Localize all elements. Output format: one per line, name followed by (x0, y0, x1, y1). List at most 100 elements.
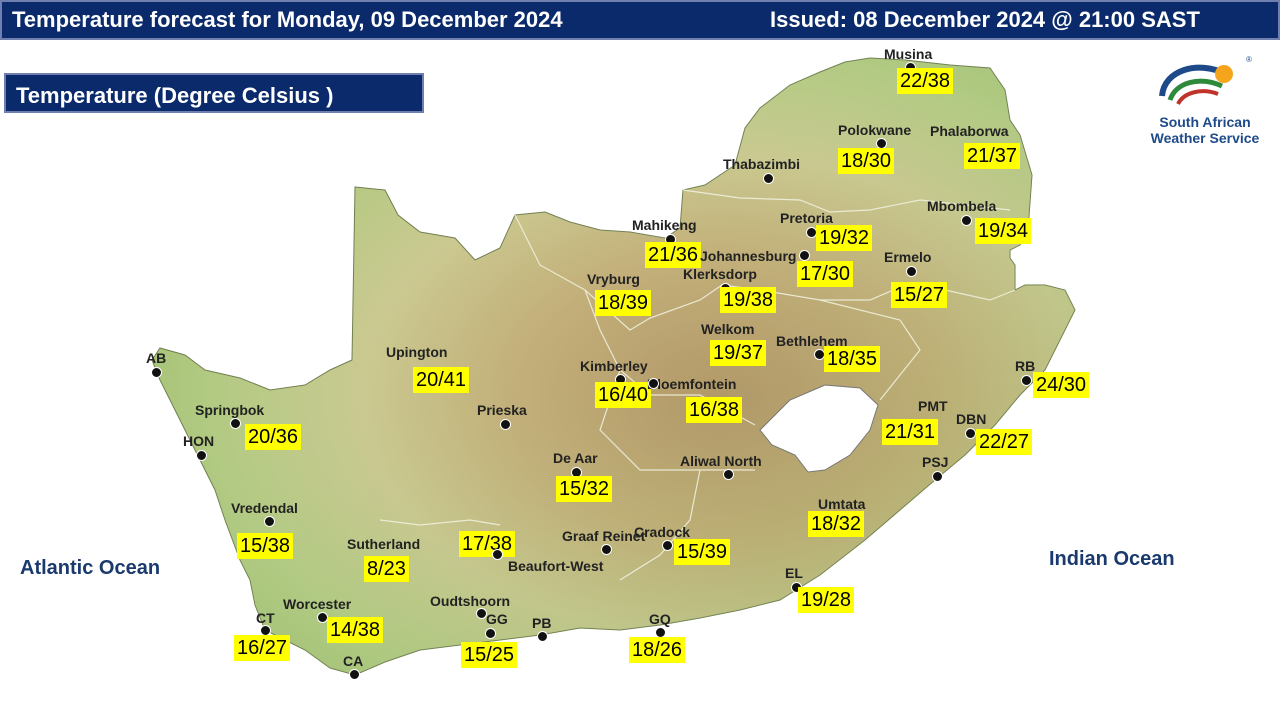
temp-label: 24/30 (1033, 372, 1090, 398)
city-name: Musina (884, 46, 933, 62)
saws-logo-icon: ® (1159, 55, 1252, 106)
city-name: AB (146, 350, 167, 366)
city-name: PB (532, 615, 552, 631)
city-name: Upington (386, 344, 448, 360)
city-dot-icon (492, 549, 503, 560)
svg-text:®: ® (1246, 55, 1252, 64)
city-name: Graaf Reinet (562, 528, 646, 544)
temp-label: 8/23 (364, 556, 409, 582)
temp-label: 15/32 (556, 476, 613, 502)
temp-label: 18/26 (629, 637, 686, 663)
city-name: Vryburg (587, 271, 640, 287)
city-name: PSJ (922, 454, 949, 470)
saws-logo: ® South African Weather Service (1140, 52, 1270, 148)
temp-label: 21/37 (964, 143, 1021, 169)
city-name: Aliwal North (680, 453, 762, 469)
city-name: Prieska (477, 402, 527, 418)
city-name: Umtata (818, 496, 866, 512)
temp-label: 18/30 (838, 148, 895, 174)
temp-label: 22/38 (897, 68, 954, 94)
temp-label: 14/38 (327, 617, 384, 643)
city-dot-icon (906, 266, 917, 277)
city-name: Bloemfontein (647, 376, 737, 392)
city-name: Klerksdorp (683, 266, 757, 282)
city-dot-icon (476, 608, 487, 619)
city-dot-icon (1021, 375, 1032, 386)
city-name: Vredendal (231, 500, 298, 516)
city-name: Thabazimbi (723, 156, 801, 172)
atlantic-ocean-label: Atlantic Ocean (20, 557, 161, 579)
title-bar: Temperature forecast for Monday, 09 Dece… (0, 0, 1280, 40)
city-dot-icon (264, 516, 275, 527)
city-name: Beaufort-West (508, 558, 604, 574)
city-name: GG (486, 611, 508, 627)
city-name: CT (256, 610, 275, 626)
temp-label: 19/28 (798, 587, 855, 613)
temp-label: 19/32 (816, 225, 873, 251)
temp-label: 18/39 (595, 290, 652, 316)
temp-label: 17/38 (459, 531, 516, 557)
indian-ocean-label: Indian Ocean (1049, 548, 1175, 570)
city-dot-icon (763, 173, 774, 184)
temp-label: 17/30 (797, 261, 854, 287)
city-name: Polokwane (838, 122, 912, 138)
city-dot-icon (932, 471, 943, 482)
temp-label: 21/36 (645, 242, 702, 268)
temp-label: 18/32 (808, 511, 865, 537)
city-name: Oudtshoorn (430, 593, 511, 609)
city-name: Pretoria (780, 210, 833, 226)
temp-label: 15/25 (461, 642, 518, 668)
city-name: Ermelo (884, 249, 932, 265)
legend-title: Temperature (Degree Celsius ) (16, 83, 334, 108)
city-name: CA (343, 653, 364, 669)
city-name: Mahikeng (632, 217, 697, 233)
city-name: PMT (918, 398, 948, 414)
city-dot-icon (799, 250, 810, 261)
city-name: Johannesburg (700, 248, 797, 264)
city-name: EL (785, 565, 803, 581)
temp-label: 20/41 (413, 367, 470, 393)
legend-box: Temperature (Degree Celsius ) (4, 73, 424, 113)
temp-label: 16/27 (234, 635, 291, 661)
temp-label: 16/40 (595, 382, 652, 408)
city-dot-icon (500, 419, 511, 430)
city-dot-icon (151, 367, 162, 378)
saws-logo-text: South African Weather Service (1150, 114, 1260, 146)
city-name: HON (183, 433, 215, 449)
city-name: GQ (649, 611, 671, 627)
city-name: RB (1015, 358, 1036, 374)
city-dot-icon (662, 540, 673, 551)
city-name: Kimberley (580, 358, 648, 374)
city-dot-icon (349, 669, 360, 680)
city-dot-icon (961, 215, 972, 226)
city-dot-icon (601, 544, 612, 555)
temp-label: 15/39 (674, 539, 731, 565)
city-name: Worcester (283, 596, 352, 612)
city-dot-icon (648, 378, 659, 389)
temp-label: 18/35 (824, 346, 881, 372)
temp-label: 22/27 (976, 429, 1033, 455)
temp-label: 16/38 (686, 397, 743, 423)
city-name: De Aar (553, 450, 598, 466)
city-dot-icon (537, 631, 548, 642)
city-dot-icon (485, 628, 496, 639)
city-name: Springbok (195, 402, 265, 418)
city-name: Cradock (634, 524, 691, 540)
temp-label: 19/38 (720, 287, 777, 313)
city-dot-icon (196, 450, 207, 461)
city-name: Sutherland (347, 536, 421, 552)
city-dot-icon (723, 469, 734, 480)
forecast-title: Temperature forecast for Monday, 09 Dece… (12, 7, 563, 32)
temp-label: 19/37 (710, 340, 767, 366)
lesotho (759, 384, 879, 473)
city-name: DBN (956, 411, 987, 427)
city-dot-icon (965, 428, 976, 439)
city-name: Mbombela (927, 198, 997, 214)
temp-label: 15/38 (237, 533, 294, 559)
city-name: Phalaborwa (930, 123, 1009, 139)
city-dot-icon (230, 418, 241, 429)
temp-label: 21/31 (882, 419, 939, 445)
city-name: Welkom (701, 321, 755, 337)
issued-time: Issued: 08 December 2024 @ 21:00 SAST (770, 7, 1200, 32)
city-name: Bethlehem (776, 333, 848, 349)
